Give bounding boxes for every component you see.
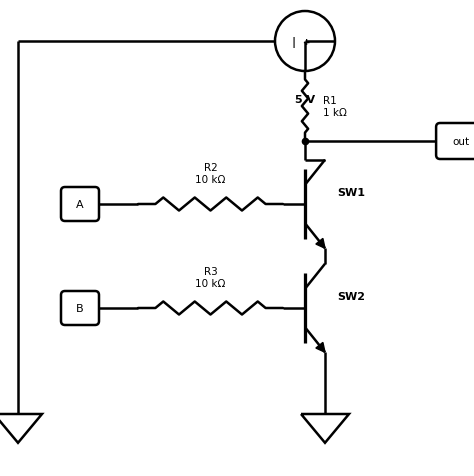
Polygon shape (316, 343, 325, 353)
Text: out: out (453, 137, 470, 147)
FancyBboxPatch shape (61, 291, 99, 325)
Text: A: A (76, 199, 84, 209)
Polygon shape (316, 239, 325, 249)
FancyBboxPatch shape (436, 124, 474, 159)
Text: 5 V: 5 V (295, 95, 315, 105)
Text: SW2: SW2 (337, 291, 365, 301)
Text: B: B (76, 303, 84, 313)
FancyBboxPatch shape (61, 188, 99, 221)
Text: R3
10 kΩ: R3 10 kΩ (195, 267, 226, 288)
Text: SW1: SW1 (337, 188, 365, 198)
Text: R2
10 kΩ: R2 10 kΩ (195, 163, 226, 185)
Text: R1
1 kΩ: R1 1 kΩ (323, 96, 347, 118)
Text: | +: | + (291, 37, 310, 48)
